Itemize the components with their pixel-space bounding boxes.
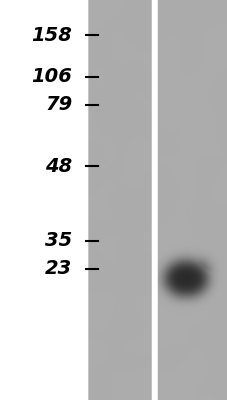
Text: 106: 106 (31, 67, 72, 86)
Text: 23: 23 (45, 259, 72, 278)
Text: 35: 35 (45, 231, 72, 250)
Text: 79: 79 (45, 95, 72, 114)
Text: 158: 158 (31, 26, 72, 45)
Text: 48: 48 (45, 156, 72, 176)
